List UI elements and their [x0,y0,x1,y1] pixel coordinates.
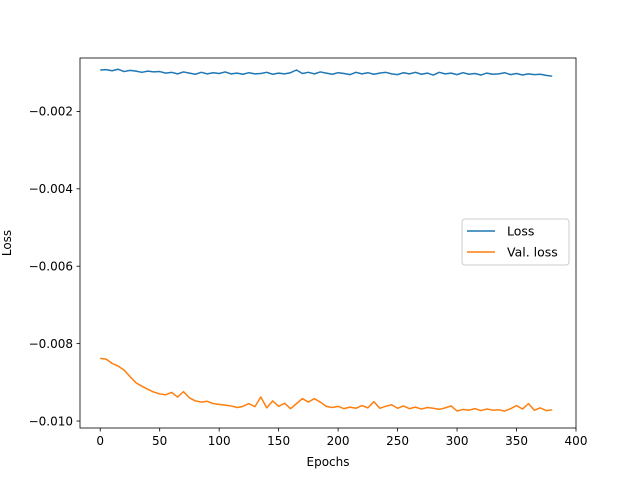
x-tick-label: 150 [267,434,290,448]
series-layer [100,68,553,412]
y-tick-label: −0.006 [29,260,73,274]
legend-label-loss: Loss [507,224,534,239]
series-line-loss [100,68,553,77]
y-axis-ticks: −0.002 −0.004 −0.006 −0.008 −0.010 [29,105,80,428]
x-tick-label: 50 [152,434,167,448]
y-tick-label: −0.008 [29,337,73,351]
y-tick-label: −0.004 [29,182,73,196]
y-axis-label: Loss [0,230,14,256]
x-axis-ticks: 0 50 100 150 200 250 300 350 400 [96,428,587,448]
y-tick-label: −0.010 [29,414,73,428]
x-tick-label: 300 [446,434,469,448]
axes-frame [79,57,577,429]
x-tick-label: 200 [327,434,350,448]
x-tick-label: 250 [386,434,409,448]
y-tick-label: −0.002 [29,105,73,119]
x-tick-label: 0 [96,434,104,448]
series-line-val-loss [100,357,553,412]
x-tick-label: 100 [208,434,231,448]
legend: Loss Val. loss [461,218,570,266]
x-tick-label: 400 [565,434,588,448]
legend-label-val-loss: Val. loss [507,245,558,260]
x-tick-label: 350 [505,434,528,448]
x-axis-label: Epochs [307,455,350,469]
